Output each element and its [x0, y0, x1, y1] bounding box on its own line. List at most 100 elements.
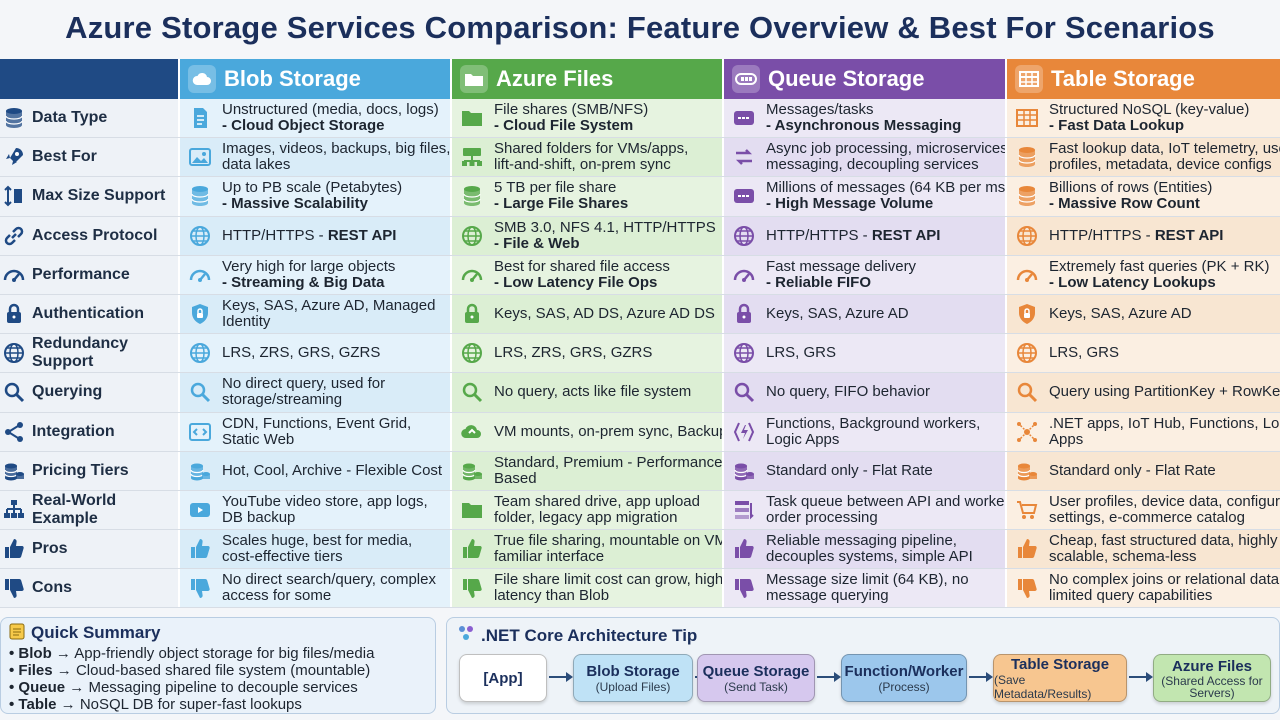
cell-text-main: LRS, GRS	[1049, 344, 1120, 362]
cell-text-main: Shared folders for VMs/apps,	[494, 140, 689, 158]
search-icon	[458, 378, 486, 406]
row-label-text: Authentication	[32, 305, 144, 323]
cell-text: No direct search/query, complex access fo…	[222, 572, 436, 604]
coins-icon	[186, 457, 214, 485]
comparison-table: Blob Storage Azure Files Queue Storage T…	[0, 59, 1280, 609]
cell-text-bold: - Cloud Object Storage	[222, 117, 385, 135]
table-row: Access Protocol HTTP/HTTPS - REST API SMB …	[0, 216, 1280, 256]
row-label-text: Querying	[32, 383, 103, 401]
cell-text: Fast message delivery - Reliable FIFO	[766, 258, 916, 291]
arch-node-app: [App]	[459, 654, 547, 702]
gauge-icon	[2, 263, 26, 287]
row-label: Max Size Support	[0, 177, 178, 216]
row-label-text: Pros	[32, 540, 68, 558]
cell-text-main: .NET apps, IoT Hub, Functions, Logic	[1049, 414, 1280, 432]
row-label: Data Type	[0, 99, 178, 138]
cell-queue: Fast message delivery - Reliable FIFO	[722, 255, 1005, 294]
cell-text-main: Very high for large objects	[222, 257, 396, 275]
cell-text: No complex joins or relational data, limi…	[1049, 572, 1280, 604]
folder-icon	[460, 65, 488, 93]
cell-text-main: SMB 3.0, NFS 4.1, HTTP/HTTPS	[494, 218, 716, 236]
cell-text-main: Up to PB scale (Petabytes)	[222, 179, 403, 197]
cell-line: File shares (SMB/NFS)	[494, 102, 648, 118]
cell-text: HTTP/HTTPS - REST API	[1049, 227, 1223, 244]
table-row: Querying No direct query, used for storage…	[0, 373, 1280, 413]
cell-text-main: Billions of rows (Entities)	[1049, 179, 1213, 197]
cell-line: 5 TB per file share	[494, 180, 628, 196]
thumbs-down-icon	[458, 574, 486, 602]
cell-files: Keys, SAS, AD DS, Azure AD DS	[450, 294, 722, 334]
cell-line: LRS, ZRS, GRS, GZRS	[222, 345, 380, 361]
search-icon	[186, 378, 214, 406]
cell-line: - Low Latency Lookups	[1049, 274, 1270, 291]
row-label-text: Max Size Support	[32, 187, 166, 205]
row-label: Querying	[0, 373, 178, 412]
cell-line: Keys, SAS, Azure AD	[766, 306, 909, 322]
search-icon	[2, 380, 26, 404]
cell-text-main: User profiles, device data, configuratio…	[1049, 492, 1280, 510]
function-icon	[730, 418, 758, 446]
cell-line: Standard, Premium - Performance	[494, 454, 722, 471]
cell-text: Async job processing, microservices messa…	[766, 141, 1005, 173]
row-label: Access Protocol	[0, 216, 178, 255]
arch-node-files: Azure Files (Shared Access for Servers)	[1153, 654, 1271, 702]
row-label: Authentication	[0, 294, 178, 334]
cell-table: Query using PartitionKey + RowKey	[1005, 373, 1280, 412]
database-icon	[1013, 143, 1041, 171]
cell-line: - Cloud File System	[494, 118, 648, 134]
arch-node-title: [App]	[483, 669, 523, 687]
cell-text-second: order processing	[766, 508, 878, 526]
cell-text-bold: - Massive Scalability	[222, 195, 368, 213]
arch-node-subtitle: (Process)	[878, 679, 930, 694]
cell-queue: Reliable messaging pipeline, decouples sy…	[722, 530, 1005, 569]
cell-blob: CDN, Functions, Event Grid, Static Web	[178, 412, 450, 451]
cell-text-main: File share limit cost can grow, higher	[494, 571, 722, 589]
cell-table: No complex joins or relational data, limi…	[1005, 569, 1280, 608]
cell-text: 5 TB per file share - Large File Shares	[494, 180, 628, 212]
cell-text: Standard, Premium - Performance Based	[494, 454, 722, 487]
cell-text-main: Extremely fast queries (PK + RK)	[1049, 257, 1270, 275]
globe-icon	[186, 222, 214, 250]
cell-text-main: No query, acts like file system	[494, 383, 692, 401]
column-header-label: Blob Storage	[224, 66, 361, 91]
cell-text-main: True file sharing, mountable on VMs,	[494, 532, 722, 550]
cell-table: HTTP/HTTPS - REST API	[1005, 216, 1280, 255]
summary-key: Files	[18, 662, 53, 679]
cell-text-main: Query using PartitionKey + RowKey	[1049, 383, 1280, 401]
column-header-label: Queue Storage	[768, 66, 925, 91]
cell-text: Standard only - Flat Rate	[1049, 462, 1216, 479]
summary-item: Table → NoSQL DB for super-fast lookups	[9, 696, 427, 713]
table-row: Pricing Tiers Hot, Cool, Archive - Flexib…	[0, 451, 1280, 491]
cloud-icon	[188, 65, 216, 93]
cell-text: HTTP/HTTPS - REST API	[222, 227, 396, 244]
video-icon	[186, 496, 214, 524]
cell-line: Extremely fast queries (PK + RK)	[1049, 257, 1270, 275]
cell-blob: Very high for large objects - Streaming &…	[178, 255, 450, 294]
globe-icon	[458, 339, 486, 367]
cell-text-main: File shares (SMB/NFS)	[494, 101, 649, 119]
summary-item: Files → Cloud-based shared file system (…	[9, 662, 427, 679]
page-title: Azure Storage Services Comparison: Featu…	[65, 10, 1215, 45]
thumbs-up-icon	[186, 535, 214, 563]
cell-line: CDN, Functions, Event Grid,	[222, 415, 411, 432]
cell-text: Unstructured (media, docs, logs) - Cloud …	[222, 102, 439, 134]
cell-files: File share limit cost can grow, higher la…	[450, 569, 722, 608]
row-label: Performance	[0, 255, 178, 294]
cell-text: Millions of messages (64 KB per msg) - Hi…	[766, 180, 1005, 212]
cell-text-second: DB backup	[222, 508, 296, 526]
cell-text: Hot, Cool, Archive - Flexible Cost	[222, 462, 442, 479]
cell-text: Functions, Background workers, Logic Apps	[766, 415, 980, 448]
gauge-icon	[1013, 261, 1041, 289]
cell-line: - Massive Row Count	[1049, 196, 1212, 212]
cell-files: LRS, ZRS, GRS, GZRS	[450, 334, 722, 373]
cell-text-second: Based	[494, 469, 537, 487]
summary-item: Queue → Messaging pipeline to decouple s…	[9, 679, 427, 696]
cell-line: Shared folders for VMs/apps,	[494, 141, 688, 157]
cell-line: - Streaming & Big Data	[222, 274, 395, 291]
cell-line: Hot, Cool, Archive - Flexible Cost	[222, 462, 442, 479]
row-label: Redundancy Support	[0, 334, 178, 373]
cell-queue: LRS, GRS	[722, 334, 1005, 373]
cell-text: Extremely fast queries (PK + RK) - Low La…	[1049, 257, 1270, 291]
globe-icon	[458, 222, 486, 250]
cell-text-main: LRS, ZRS, GRS, GZRS	[494, 344, 653, 362]
